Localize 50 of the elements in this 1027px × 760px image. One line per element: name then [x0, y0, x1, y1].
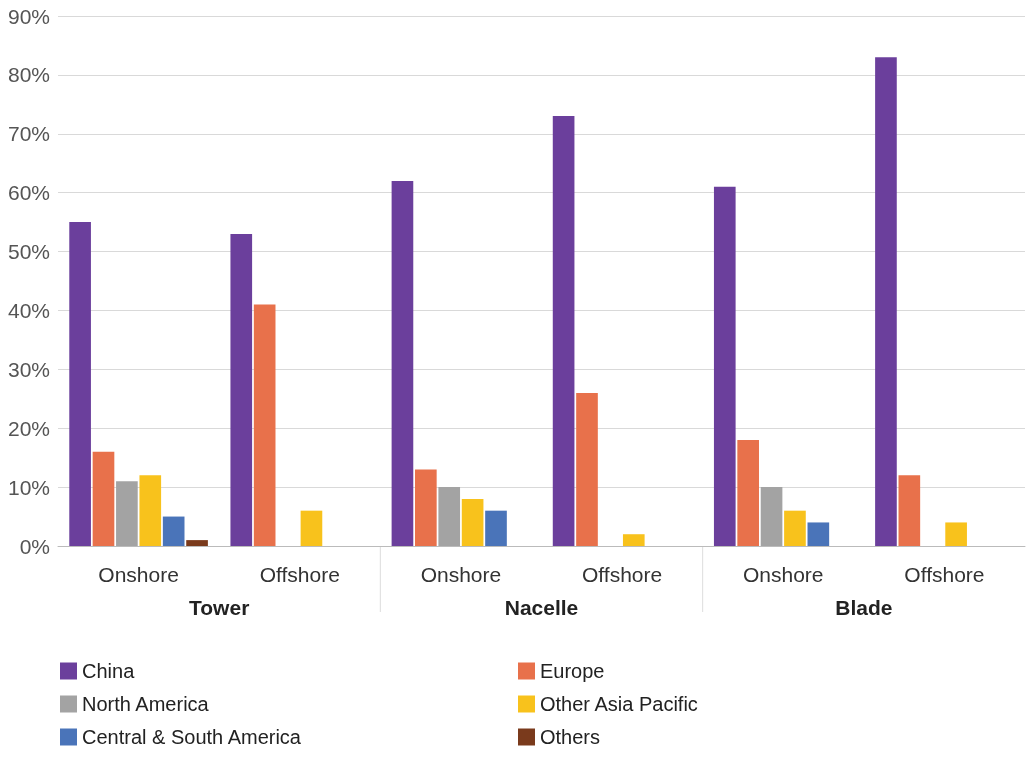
bar: [300, 510, 323, 546]
bar: [253, 304, 276, 546]
bar: [69, 222, 91, 546]
y-tick-label: 80%: [7, 63, 50, 87]
x-tick-label: Offshore: [582, 563, 663, 586]
y-tick-label: 50%: [7, 240, 50, 264]
text: Blade: [835, 595, 893, 619]
legend-label: China: [82, 660, 136, 682]
bar: [898, 475, 921, 546]
y-tick-label: 70%: [7, 122, 50, 146]
x-tick-label: Onshore: [420, 563, 502, 586]
x-tick-label: Offshore: [904, 563, 985, 586]
x-tick-label: Onshore: [742, 563, 824, 586]
bar: [875, 57, 897, 546]
bar: [807, 522, 830, 546]
legend-label: Others: [540, 726, 601, 748]
bar: [945, 522, 967, 546]
bar: [438, 487, 461, 546]
bar: [162, 516, 185, 546]
legend-label: Other Asia Pacific: [540, 693, 698, 715]
bar: [552, 116, 575, 546]
y-tick-label: 40%: [7, 298, 50, 322]
bar: [576, 392, 598, 546]
x-tick-label: Onshore: [98, 563, 179, 586]
bar: [784, 510, 806, 546]
bar: [485, 510, 507, 546]
text: Nacelle: [504, 595, 579, 619]
y-tick-label: 30%: [7, 357, 50, 381]
y-tick-label: 60%: [7, 181, 50, 205]
bar: [139, 475, 162, 546]
bar: [622, 534, 645, 546]
bar: [461, 498, 484, 546]
bar: [737, 440, 759, 546]
legend-label: North America: [82, 693, 210, 715]
bar: [186, 540, 208, 546]
bar: [116, 481, 138, 546]
x-tick-label: Offshore: [259, 563, 340, 586]
bar: [391, 180, 414, 546]
text: Tower: [189, 595, 250, 619]
y-tick-label: 10%: [7, 475, 50, 499]
legend-label: Europe: [540, 660, 605, 682]
bar: [92, 451, 115, 546]
bar: [230, 233, 253, 546]
bar: [713, 186, 736, 546]
bar: [760, 487, 783, 546]
legend-label: Central & South America: [82, 726, 302, 748]
y-tick-label: 20%: [7, 416, 50, 440]
y-tick-label: 0%: [19, 534, 50, 558]
bar: [415, 469, 437, 546]
y-tick-label: 90%: [7, 4, 50, 28]
